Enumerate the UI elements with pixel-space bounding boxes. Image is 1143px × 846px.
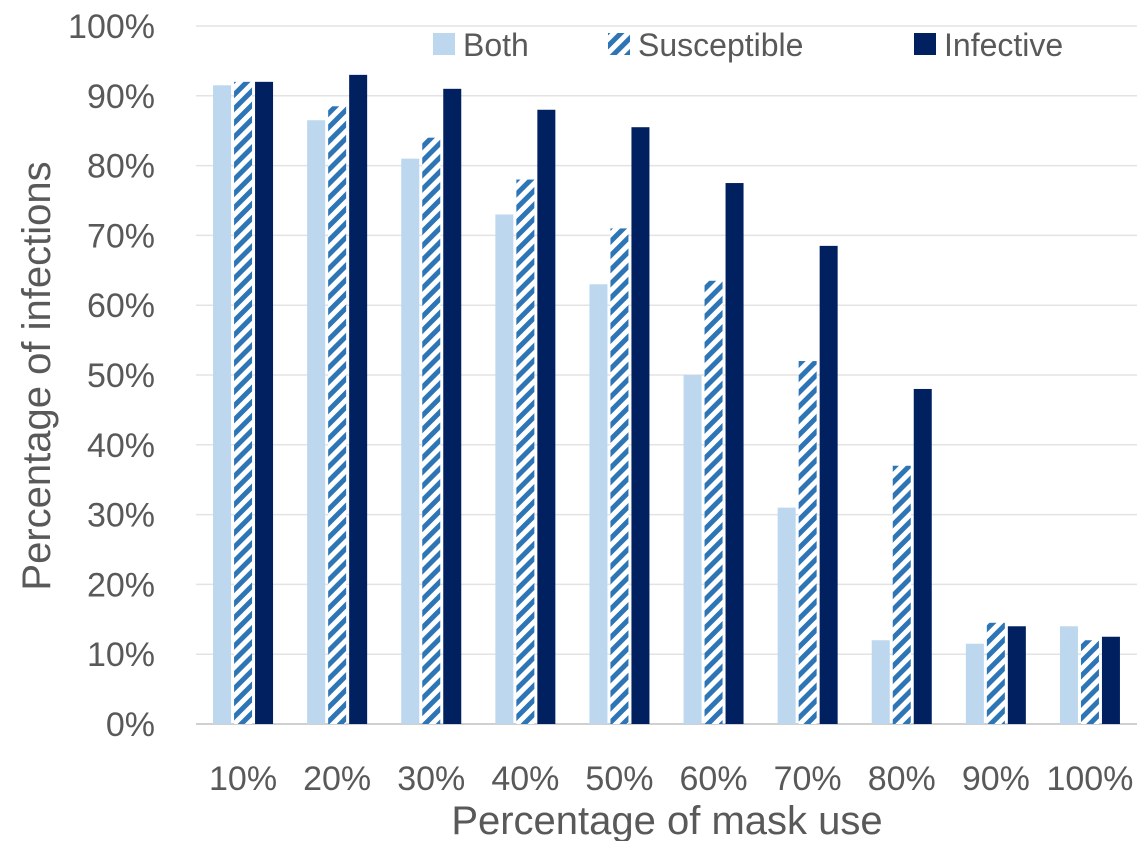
y-tick-labels: 0% 10% 20% 30% 40% 50% 60% 70% 80% 90% 100%: [68, 8, 155, 744]
legend-label-infective: Infective: [944, 27, 1063, 63]
bar-both-5: [683, 375, 702, 724]
bar-both-3: [495, 214, 514, 724]
bar-infective-6: [819, 245, 838, 724]
bar-infective-2: [443, 88, 462, 724]
bars: [213, 74, 1120, 725]
bar-both-4: [589, 284, 608, 724]
x-tick-label: 30%: [397, 760, 465, 798]
x-tick-label: 90%: [962, 760, 1030, 798]
y-tick-label: 10%: [87, 636, 155, 674]
bar-infective-5: [725, 183, 744, 725]
x-tick-label: 80%: [868, 760, 936, 798]
bar-both-2: [401, 158, 420, 724]
bar-susceptible-9: [1080, 640, 1099, 724]
legend-swatch-both: [433, 33, 455, 55]
bar-susceptible-0: [234, 81, 253, 725]
x-tick-label: 100%: [1046, 760, 1133, 798]
y-tick-label: 60%: [87, 287, 155, 325]
x-tick-label: 50%: [585, 760, 653, 798]
y-tick-label: 50%: [87, 357, 155, 395]
x-tick-labels: 10% 20% 30% 40% 50% 60% 70% 80% 90% 100%: [209, 760, 1133, 798]
bar-both-6: [777, 507, 796, 724]
bar-both-0: [213, 85, 232, 724]
bar-susceptible-6: [798, 361, 817, 724]
bar-susceptible-2: [422, 137, 441, 724]
y-tick-label: 30%: [87, 497, 155, 535]
bar-susceptible-5: [704, 280, 723, 724]
x-tick-label: 40%: [491, 760, 559, 798]
y-axis-title: Percentage of infections: [15, 161, 59, 590]
x-tick-label: 10%: [209, 760, 277, 798]
bar-infective-8: [1007, 626, 1026, 724]
y-tick-label: 70%: [87, 217, 155, 255]
bar-both-7: [871, 640, 890, 724]
bar-infective-1: [349, 74, 368, 725]
bar-susceptible-3: [516, 179, 535, 724]
y-tick-label: 80%: [87, 148, 155, 186]
y-tick-label: 20%: [87, 566, 155, 604]
y-tick-label: 100%: [68, 8, 155, 46]
x-tick-label: 70%: [774, 760, 842, 798]
bar-infective-0: [255, 81, 274, 725]
legend-swatch-susceptible: [608, 33, 630, 55]
bar-infective-7: [913, 388, 932, 724]
legend-swatch-infective: [914, 33, 936, 55]
bar-both-1: [307, 120, 326, 725]
y-tick-label: 90%: [87, 78, 155, 116]
bar-both-9: [1059, 626, 1078, 724]
bar-susceptible-4: [610, 228, 629, 725]
bar-infective-9: [1101, 636, 1120, 724]
bar-susceptible-1: [328, 106, 347, 724]
y-tick-label: 0%: [106, 706, 155, 744]
x-tick-label: 20%: [303, 760, 371, 798]
bar-infective-3: [537, 109, 556, 724]
legend-label-susceptible: Susceptible: [638, 27, 803, 63]
y-tick-label: 40%: [87, 427, 155, 465]
bar-susceptible-8: [986, 622, 1005, 724]
legend-label-both: Both: [463, 27, 529, 63]
x-tick-label: 60%: [680, 760, 748, 798]
x-axis-title: Percentage of mask use: [451, 799, 882, 841]
bar-susceptible-7: [892, 465, 911, 724]
legend: Both Susceptible Infective: [433, 27, 1063, 63]
bar-infective-4: [631, 127, 650, 724]
bar-both-8: [965, 643, 984, 724]
